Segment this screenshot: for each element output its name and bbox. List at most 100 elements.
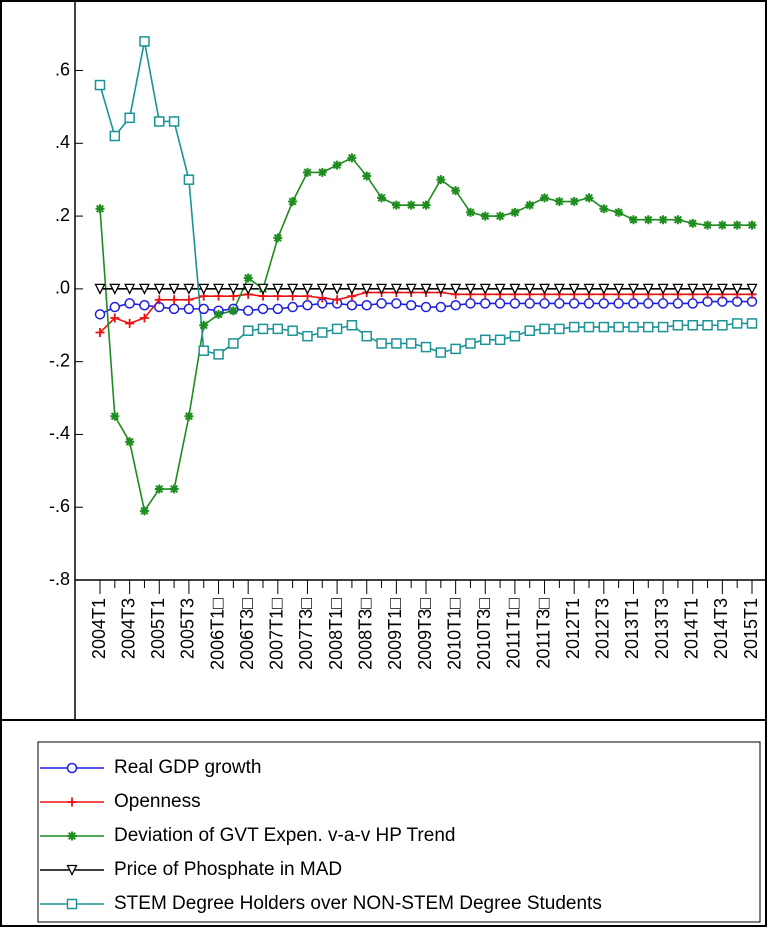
marker bbox=[199, 320, 209, 330]
marker bbox=[465, 338, 476, 349]
marker bbox=[657, 298, 669, 309]
marker bbox=[405, 283, 417, 295]
marker bbox=[480, 334, 491, 346]
marker bbox=[598, 298, 610, 309]
marker bbox=[494, 334, 506, 346]
marker bbox=[257, 303, 269, 315]
marker bbox=[168, 283, 180, 295]
x-tick-label: 2014T1 bbox=[681, 598, 701, 659]
marker bbox=[95, 328, 105, 338]
x-tick-label: 2007T3□ bbox=[296, 598, 316, 670]
marker bbox=[716, 283, 728, 295]
marker bbox=[495, 211, 505, 221]
marker bbox=[94, 79, 106, 91]
series-line bbox=[99, 156, 752, 513]
marker bbox=[391, 200, 401, 210]
marker bbox=[376, 298, 387, 309]
marker bbox=[184, 295, 194, 305]
marker bbox=[613, 298, 624, 309]
marker bbox=[228, 338, 239, 349]
marker bbox=[510, 207, 520, 217]
marker bbox=[494, 298, 506, 309]
marker bbox=[198, 283, 210, 295]
marker bbox=[94, 283, 106, 295]
marker bbox=[583, 298, 595, 309]
marker bbox=[272, 283, 284, 295]
marker bbox=[125, 318, 135, 328]
marker bbox=[66, 762, 78, 774]
marker bbox=[465, 207, 475, 217]
marker bbox=[110, 411, 120, 421]
marker bbox=[183, 283, 195, 295]
marker bbox=[109, 283, 121, 295]
marker bbox=[317, 327, 328, 338]
x-tick-label: 2009T3□ bbox=[415, 598, 435, 670]
marker bbox=[450, 299, 461, 311]
marker bbox=[673, 215, 683, 225]
marker bbox=[598, 321, 610, 333]
marker bbox=[732, 220, 742, 230]
y-tick-label: -.2 bbox=[49, 350, 70, 370]
marker bbox=[287, 301, 298, 313]
x-tick-label: 2007T1□ bbox=[267, 598, 287, 670]
marker bbox=[420, 341, 432, 353]
marker bbox=[509, 283, 521, 295]
y-tick-label: .2 bbox=[55, 205, 70, 225]
legend-label: STEM Degree Holders over NON-STEM Degree… bbox=[114, 893, 602, 914]
marker bbox=[257, 283, 269, 295]
x-tick-label: 2013T3 bbox=[652, 598, 672, 659]
marker bbox=[301, 283, 314, 295]
marker bbox=[183, 174, 195, 185]
marker bbox=[124, 112, 135, 124]
marker bbox=[524, 283, 536, 295]
marker bbox=[687, 298, 698, 309]
marker bbox=[139, 506, 149, 516]
x-tick-label: 2008T3□ bbox=[355, 598, 375, 670]
marker bbox=[554, 298, 565, 309]
marker bbox=[747, 220, 757, 230]
marker bbox=[257, 323, 269, 335]
marker bbox=[628, 215, 638, 225]
marker bbox=[480, 298, 491, 309]
marker bbox=[94, 309, 106, 320]
marker bbox=[451, 186, 461, 196]
marker bbox=[746, 318, 758, 329]
marker bbox=[643, 215, 653, 225]
marker bbox=[139, 313, 149, 323]
marker bbox=[687, 320, 698, 331]
marker bbox=[642, 283, 654, 295]
marker bbox=[377, 193, 387, 203]
marker bbox=[242, 283, 254, 295]
marker bbox=[435, 347, 447, 358]
x-tick-label: 2015T1 bbox=[741, 598, 761, 659]
marker bbox=[154, 116, 165, 127]
marker bbox=[717, 320, 728, 331]
legend-label: Deviation of GVT Expen. v-a-v HP Trend bbox=[114, 825, 455, 846]
x-tick-label: 2004T3 bbox=[118, 598, 138, 659]
marker bbox=[198, 303, 209, 315]
marker bbox=[212, 283, 225, 295]
marker bbox=[242, 325, 254, 336]
x-tick-label: 2006T3□ bbox=[237, 598, 257, 670]
marker bbox=[228, 306, 238, 316]
marker bbox=[598, 283, 610, 295]
marker bbox=[643, 321, 654, 333]
x-tick-label: 2004T1 bbox=[89, 598, 109, 659]
marker bbox=[109, 301, 121, 313]
marker bbox=[405, 338, 417, 349]
marker bbox=[243, 273, 253, 283]
marker bbox=[302, 299, 313, 311]
marker bbox=[272, 323, 284, 335]
x-tick-label: 2010T1□ bbox=[444, 598, 464, 670]
marker bbox=[169, 484, 179, 494]
x-tick-label: 2006T1□ bbox=[207, 598, 227, 670]
marker bbox=[124, 298, 135, 309]
marker bbox=[701, 283, 714, 295]
y-tick-label: -.8 bbox=[49, 569, 70, 589]
marker bbox=[509, 298, 521, 309]
marker bbox=[525, 200, 535, 210]
x-tick-label: 2009T1□ bbox=[385, 598, 405, 670]
marker bbox=[287, 325, 298, 336]
